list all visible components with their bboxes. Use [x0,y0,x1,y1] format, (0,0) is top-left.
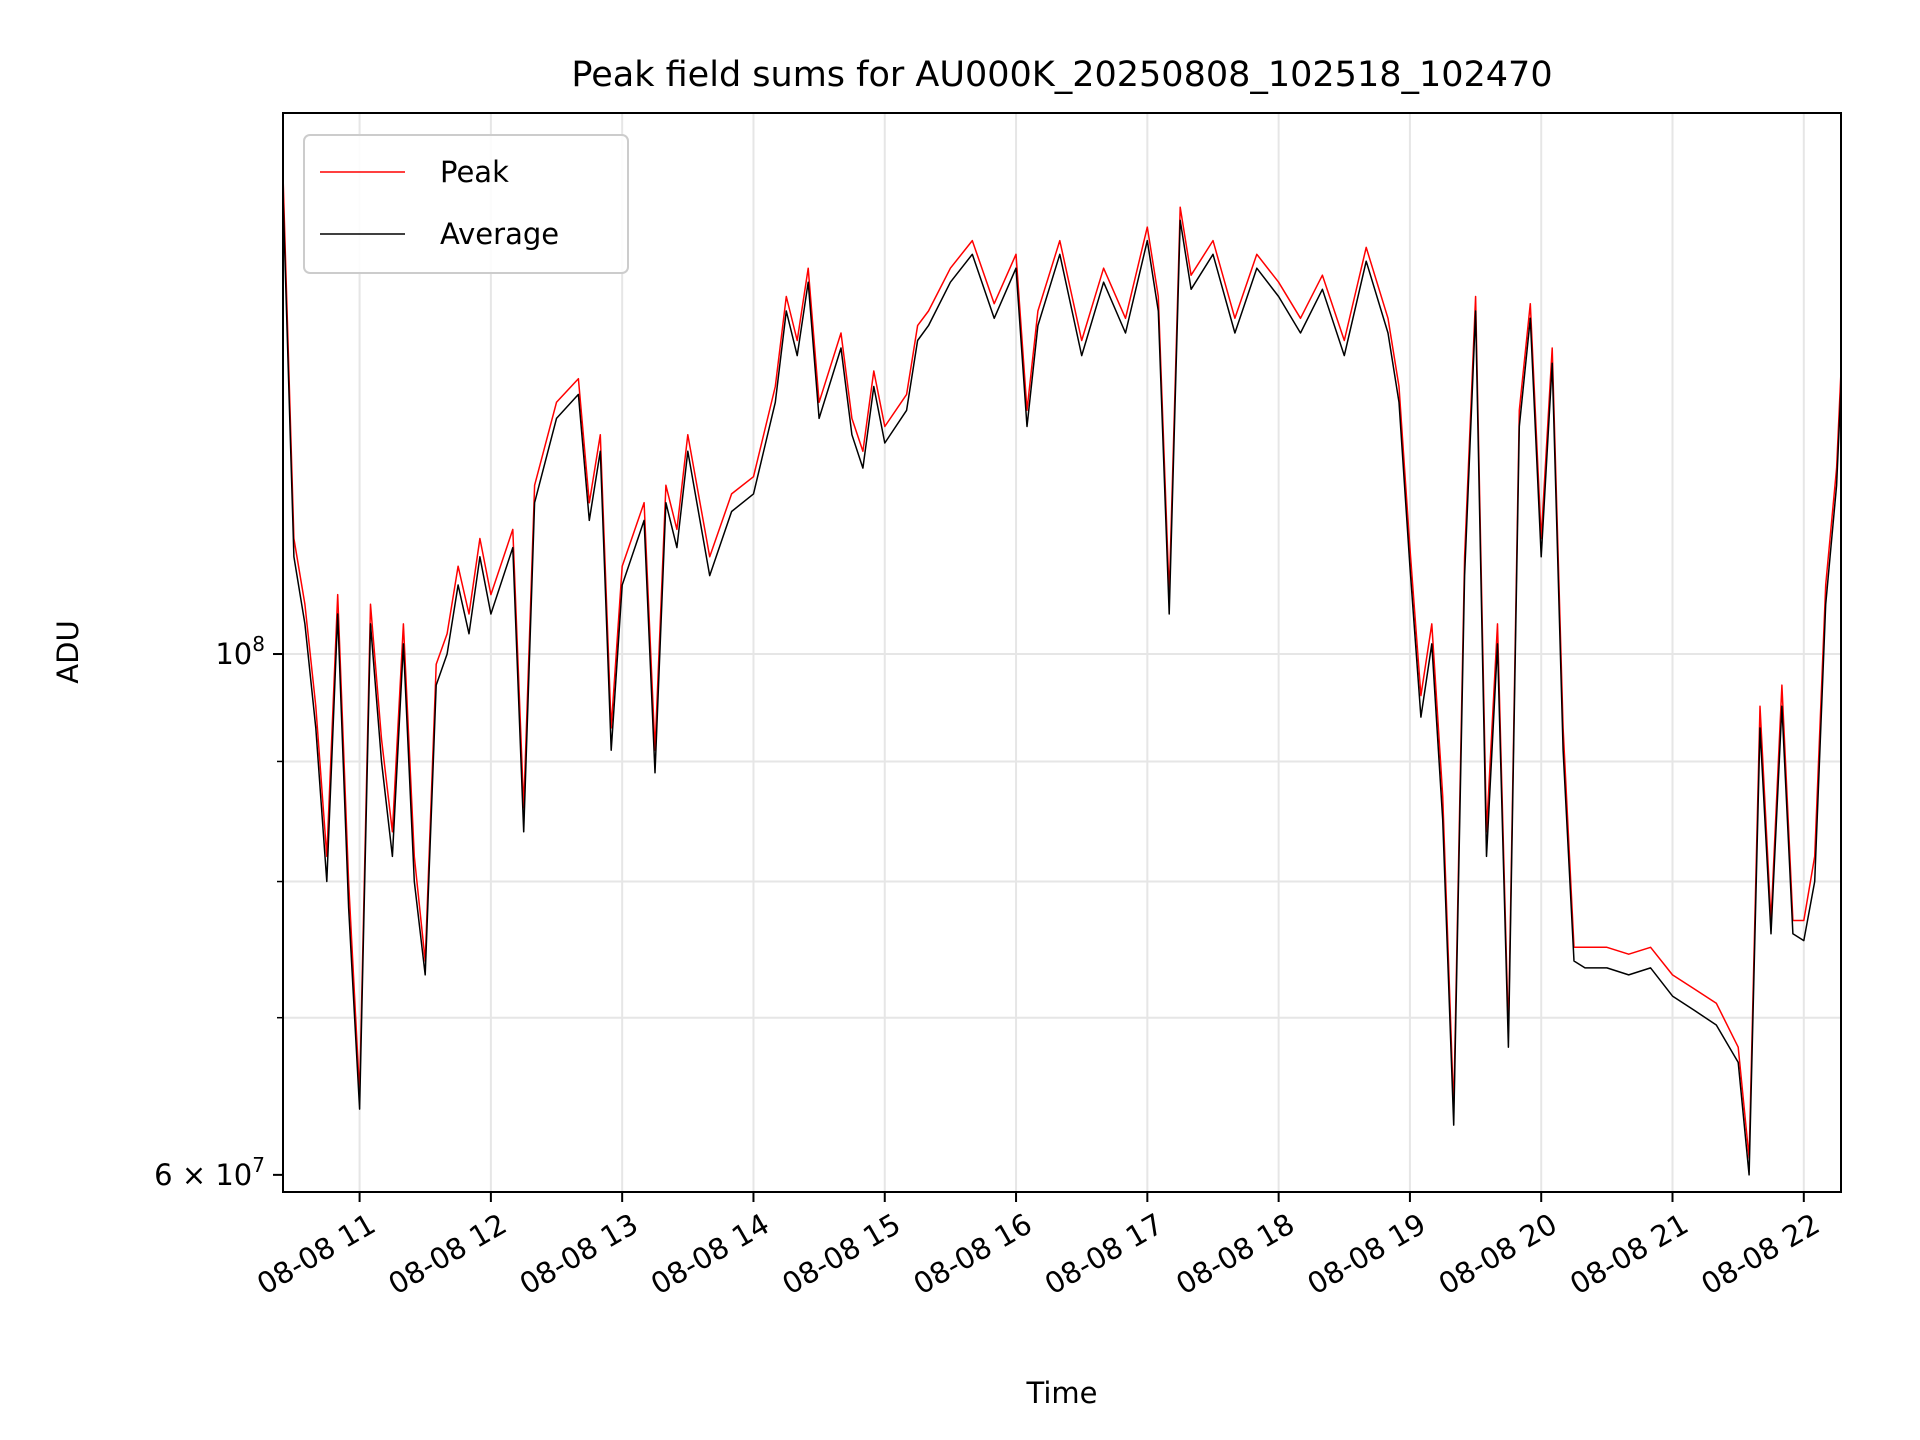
y-tick-label: 6 × 107 [154,1153,265,1192]
y-axis-label: ADU [51,620,85,683]
legend-box [303,134,629,274]
y-tick-base: 10 [215,1158,252,1192]
chart-title: Peak field sums for AU000K_20250808_1025… [571,55,1552,95]
y-tick-exponent: 8 [252,632,265,656]
grid [283,113,1841,1192]
y-tick-exponent: 7 [252,1153,265,1177]
legend-label-peak: Peak [440,155,509,189]
y-tick-base: 10 [215,637,252,671]
y-tick-label: 108 [215,632,265,671]
series-line-average [282,194,1842,1176]
legend: Peak Average [303,134,629,274]
x-axis-label: Time [1026,1376,1098,1410]
series-lines [282,174,1842,1176]
legend-label-average: Average [440,217,559,251]
y-tick-prefix: 6 × [154,1158,215,1192]
plot-frame [282,112,1842,1193]
